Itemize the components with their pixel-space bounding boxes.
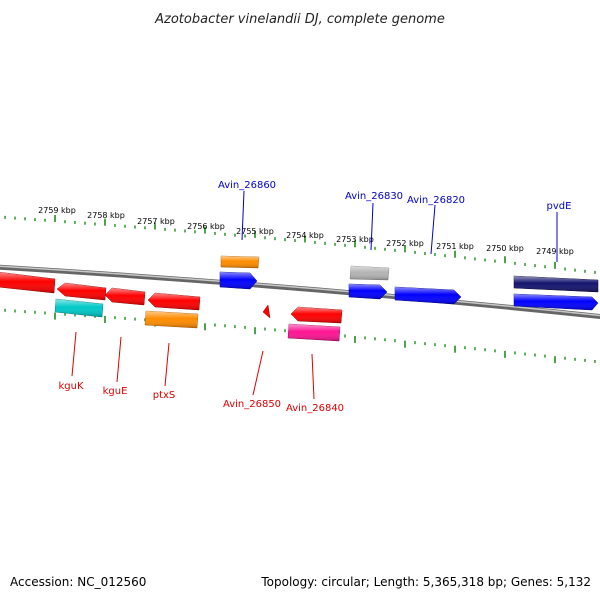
tick-label: 2751 kbp (436, 242, 474, 251)
leader-kguE (116, 336, 122, 383)
genome-backbone (0, 264, 600, 319)
genome-summary-text: Topology: circular; Length: 5,365,318 bp… (260, 575, 591, 589)
gene-labels: Avin_26860 Avin_26830 Avin_26820 pvdE kg… (58, 180, 571, 414)
label-leaders (71, 190, 558, 400)
scale-ticks-top (4, 214, 596, 274)
gene-shine (350, 266, 389, 280)
map-title: Azotobacter vinelandii DJ, complete geno… (154, 12, 445, 27)
tick-label: 2755 kbp (236, 227, 274, 236)
gene-shine (0, 272, 55, 293)
tick-label: 2756 kbp (187, 222, 225, 231)
tick-label: 2757 kbp (137, 217, 175, 226)
leader-Avin_26860 (241, 190, 245, 241)
tick-label: 2749 kbp (536, 247, 574, 256)
leader-Avin_26820 (430, 204, 436, 255)
scale-tick-labels: 2759 kbp 2758 kbp 2757 kbp 2756 kbp 2755… (38, 206, 574, 256)
gene-shine (148, 293, 200, 310)
gene-shine (145, 311, 198, 328)
leader-Avin_26850 (252, 350, 264, 396)
gene-shine (514, 276, 598, 292)
gene-shine (55, 299, 103, 317)
gene-shine (514, 294, 598, 310)
leader-Avin_26830 (370, 202, 374, 251)
gene-shine (288, 324, 340, 341)
reverse-strand-features (0, 271, 343, 342)
tick-label: 2750 kbp (486, 244, 524, 253)
label-Avin_26840[interactable]: Avin_26840 (286, 403, 344, 414)
gene-shine (220, 272, 257, 289)
accession-text: Accession: NC_012560 (10, 575, 146, 589)
tick-label: 2754 kbp (286, 231, 324, 240)
gene-shine (349, 284, 387, 299)
label-kguK[interactable]: kguK (58, 381, 83, 392)
gene-Avin_26850[interactable] (262, 304, 271, 319)
label-ptxS[interactable]: ptxS (153, 390, 176, 401)
label-Avin_26830[interactable]: Avin_26830 (345, 191, 403, 202)
tick-label: 2759 kbp (38, 206, 76, 215)
label-Avin_26860[interactable]: Avin_26860 (218, 180, 276, 191)
tick-label: 2758 kbp (87, 211, 125, 220)
scale-ticks-bottom (4, 308, 596, 364)
forward-strand-features (219, 255, 599, 311)
label-kguE[interactable]: kguE (103, 386, 128, 397)
tick-label: 2752 kbp (386, 239, 424, 248)
gene-shine (291, 307, 342, 323)
gene-shine (57, 283, 106, 300)
leader-kguK (71, 331, 77, 377)
gene-shine (221, 256, 259, 268)
label-Avin_26820[interactable]: Avin_26820 (407, 195, 465, 206)
leader-Avin_26840 (311, 353, 315, 400)
gene-shine (395, 287, 461, 304)
label-pvdE[interactable]: pvdE (547, 201, 572, 212)
label-Avin_26850[interactable]: Avin_26850 (223, 399, 281, 410)
genome-backbone-highlight (0, 265, 600, 317)
tick-label: 2753 kbp (336, 235, 374, 244)
gene-shine (105, 288, 145, 305)
leader-ptxS (164, 342, 170, 387)
